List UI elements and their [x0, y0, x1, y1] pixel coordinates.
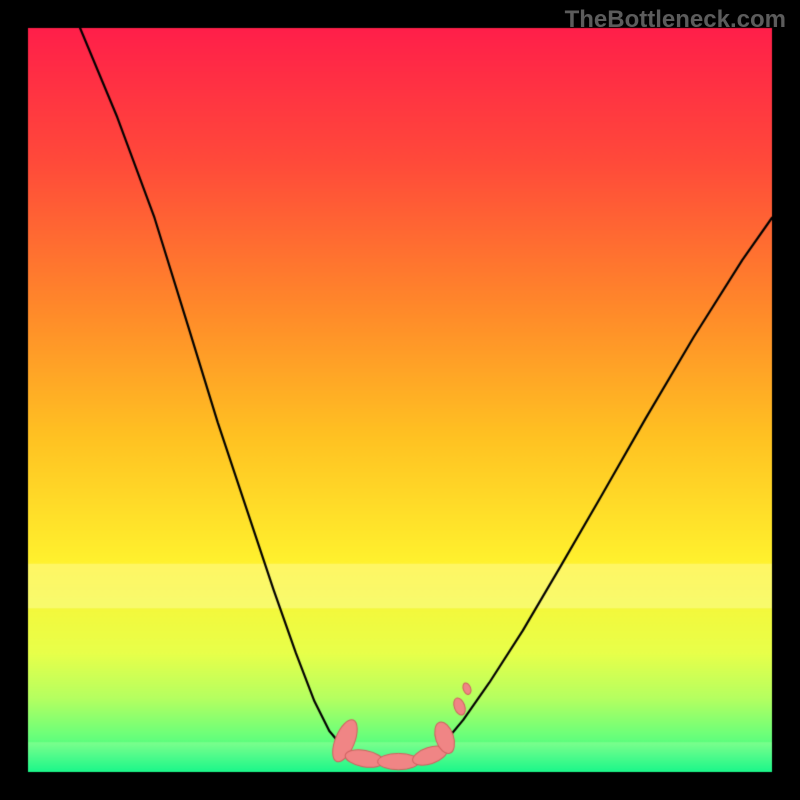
- watermark-text: TheBottleneck.com: [565, 6, 786, 34]
- bottleneck-chart-canvas: [0, 0, 800, 800]
- chart-container: TheBottleneck.com: [0, 0, 800, 800]
